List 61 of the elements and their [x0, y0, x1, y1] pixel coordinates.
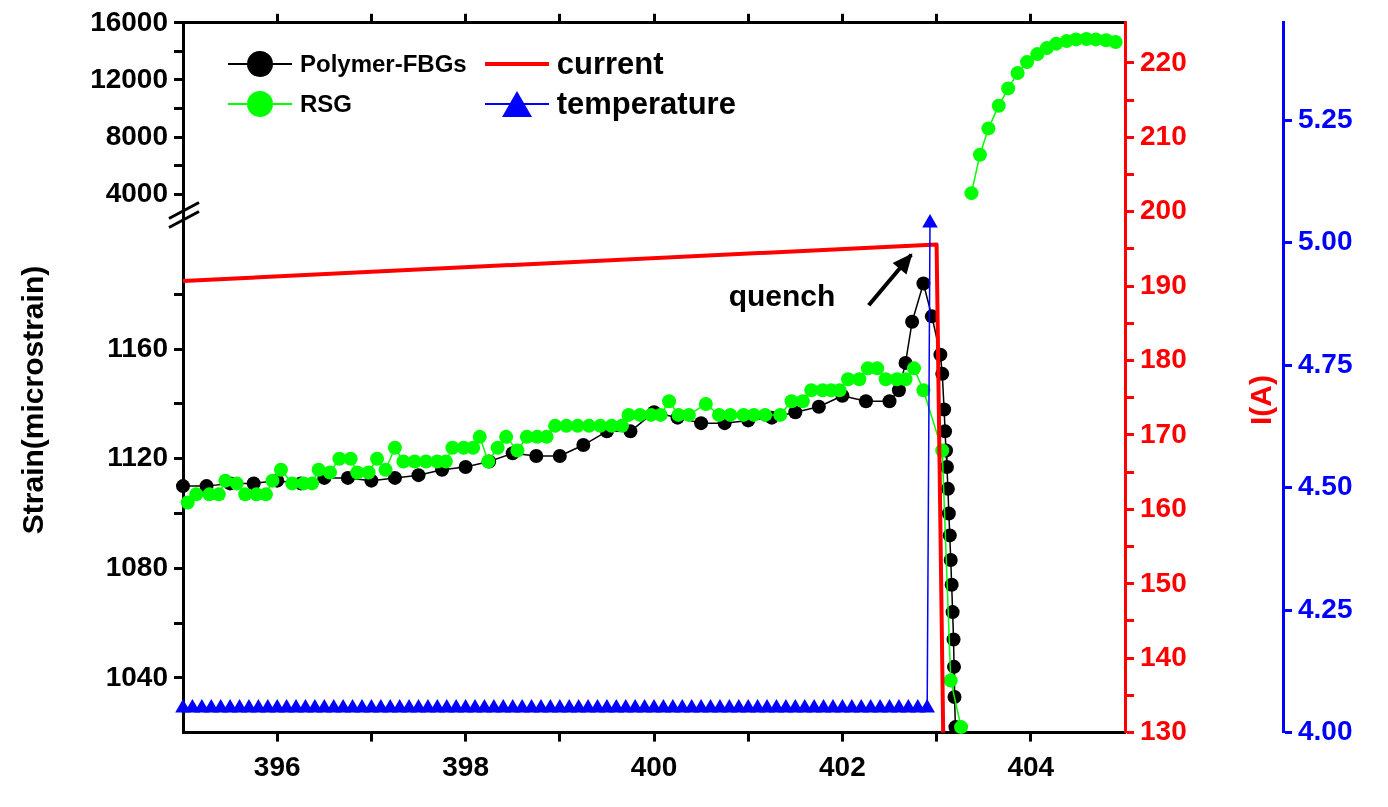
x-tick-label: 404: [1007, 751, 1055, 783]
annotation: quench: [728, 279, 836, 313]
point: [882, 394, 897, 409]
legend-label: temperature: [556, 86, 736, 122]
point: [694, 416, 709, 431]
point: [942, 528, 957, 543]
y-tick-label: 16000: [90, 5, 168, 37]
point: [905, 314, 920, 329]
y2-tick-label: 130: [1140, 715, 1187, 747]
legend-label: RSG: [300, 90, 353, 118]
y-tick-label: 8000: [105, 119, 168, 151]
point: [552, 449, 567, 463]
y-tick-label: 1040: [105, 660, 168, 692]
y-tick-label: 1080: [105, 551, 168, 582]
point: [1001, 81, 1016, 96]
point: [964, 186, 979, 201]
point: [981, 121, 996, 136]
y2-tick-label: 220: [1140, 45, 1187, 77]
point: [1010, 65, 1025, 80]
point: [576, 438, 591, 453]
y3-tick-label: 4.00: [1298, 715, 1353, 747]
point: [529, 449, 544, 463]
x-tick-label: 402: [819, 751, 866, 783]
point: [1030, 47, 1045, 62]
point: [916, 276, 931, 291]
y2-tick-label: 160: [1140, 492, 1187, 524]
y2-tick-label: 170: [1140, 417, 1187, 449]
point: [458, 459, 473, 474]
y2-tick-label: 190: [1140, 268, 1187, 300]
y-axis-title: Strain(microstrain): [16, 265, 50, 535]
y-tick-label: 12000: [90, 62, 168, 94]
y-tick-label: 1160: [107, 331, 168, 363]
legend-label: Polymer-FBGs: [300, 50, 467, 78]
y2-tick-label: 200: [1140, 194, 1187, 226]
y-tick-label: 1120: [107, 441, 168, 473]
point: [811, 399, 826, 414]
point: [411, 468, 426, 483]
y2-tick-label: 140: [1140, 640, 1187, 672]
point: [1108, 34, 1123, 49]
y2-tick-label: 180: [1140, 343, 1187, 375]
y2-axis-title: I(A): [1244, 375, 1278, 425]
y3-tick-label: 4.25: [1298, 592, 1353, 624]
y-tick-label: 4000: [105, 177, 168, 208]
y2-tick-label: 150: [1140, 566, 1187, 598]
point: [788, 405, 803, 420]
y2-tick-label: 210: [1140, 120, 1187, 152]
point: [943, 553, 958, 568]
y3-tick-label: 4.50: [1298, 470, 1353, 502]
point: [991, 98, 1006, 113]
y3-tick-label: 5.00: [1298, 225, 1353, 257]
y3-tick-label: 5.25: [1298, 102, 1353, 134]
point: [1020, 55, 1035, 70]
point: [387, 470, 402, 485]
legend-label: current: [556, 46, 664, 82]
point: [858, 394, 873, 409]
point: [972, 147, 987, 162]
point: [176, 479, 190, 494]
x-tick-label: 398: [442, 751, 489, 783]
y3-tick-label: 4.75: [1298, 347, 1353, 379]
x-tick-label: 396: [253, 751, 301, 783]
x-tick-label: 400: [630, 751, 678, 783]
